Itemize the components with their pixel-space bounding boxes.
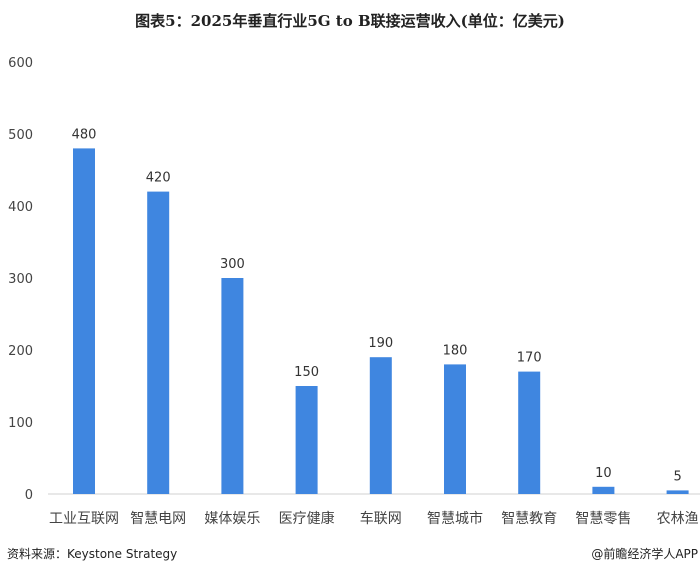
bar (592, 486, 615, 494)
source-note: 资料来源：Keystone Strategy (7, 547, 178, 561)
x-tick-label: 工业互联网 (49, 511, 119, 527)
data-label: 150 (294, 365, 319, 380)
x-tick-label: 智慧教育 (501, 511, 557, 527)
y-tick-label: 200 (8, 344, 33, 359)
bar (518, 371, 541, 494)
x-tick-label: 媒体娱乐 (204, 511, 260, 527)
x-tick-label: 车联网 (360, 510, 402, 527)
x-tick-label: 智慧电网 (130, 511, 186, 527)
credit-note: @前瞻经济学人APP (591, 547, 698, 561)
y-tick-label: 500 (8, 128, 33, 143)
y-tick-label: 0 (25, 488, 33, 503)
x-tick-label: 智慧城市 (427, 510, 483, 527)
data-label: 190 (368, 336, 393, 351)
data-label: 300 (220, 257, 245, 272)
bar (73, 148, 95, 494)
bar (666, 490, 689, 494)
bar (221, 278, 244, 494)
y-tick-label: 100 (8, 416, 33, 431)
x-tick-label: 智慧零售 (575, 511, 631, 527)
data-label: 10 (595, 466, 612, 481)
bar (295, 386, 318, 494)
bar (147, 191, 170, 494)
x-tick-label: 医疗健康 (279, 510, 335, 527)
chart-title: 图表5：2025年垂直行业5G to B联接运营收入(单位：亿美元) (135, 12, 565, 30)
bar (444, 364, 466, 494)
bar-chart: 0 100 200 300 400 500 600 480 工业互联网 420 智慧电网 300 媒体娱… (8, 56, 700, 527)
x-tick-label: 农林渔 (657, 511, 699, 527)
bar (369, 357, 392, 494)
y-tick-label: 400 (8, 200, 33, 215)
y-tick-label: 600 (8, 56, 33, 71)
data-label: 180 (443, 343, 468, 358)
data-label: 170 (517, 351, 542, 366)
data-label: 480 (72, 127, 97, 142)
data-label: 5 (673, 469, 681, 484)
data-label: 420 (146, 171, 171, 186)
y-tick-label: 300 (8, 272, 33, 287)
